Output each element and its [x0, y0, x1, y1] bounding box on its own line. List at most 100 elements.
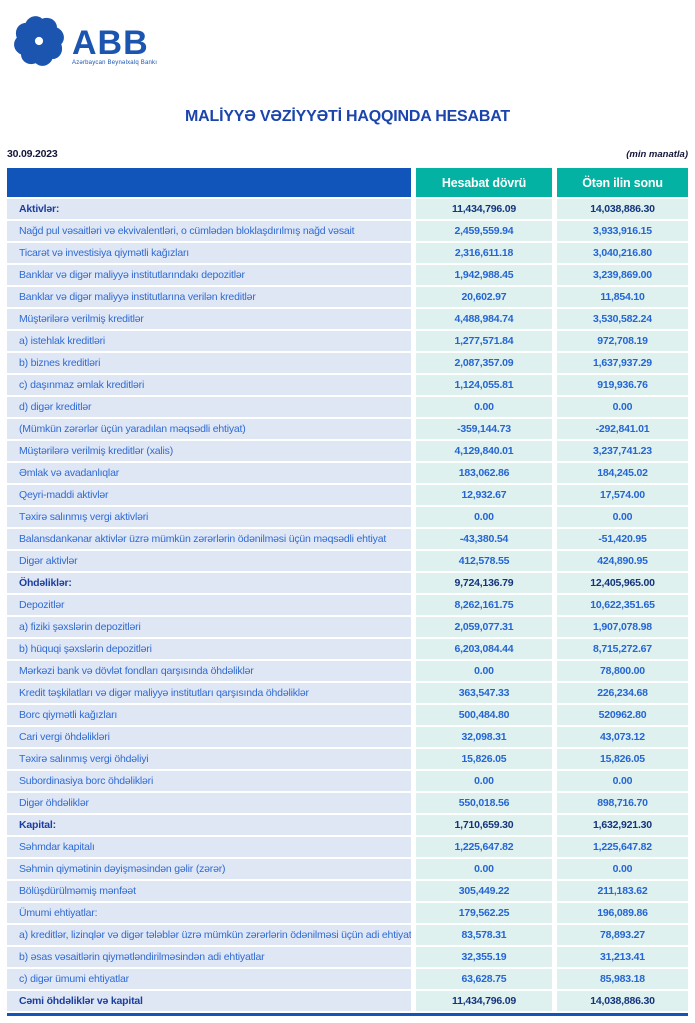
row-value-previous: 78,893.27	[557, 925, 688, 945]
table-row: c) daşınmaz əmlak kreditləri 1,124,055.81…	[7, 375, 688, 395]
table-row: Ticarət və investisiya qiymətli kağızlar…	[7, 243, 688, 263]
table-row: Kredit təşkilatları və digər maliyyə ins…	[7, 683, 688, 703]
row-value-previous: 11,854.10	[557, 287, 688, 307]
row-value-previous: 1,225,647.82	[557, 837, 688, 857]
table-row: d) digər kreditlər 0.00 0.00	[7, 397, 688, 417]
row-label: b) əsas vəsaitlərin qiymətləndirilməsind…	[7, 947, 411, 967]
row-value-current: 412,578.55	[416, 551, 552, 571]
table-row: c) digər ümumi ehtiyatlar 63,628.75 85,983…	[7, 969, 688, 989]
row-label: (Mümkün zərərlər üçün yaradılan məqsədli…	[7, 419, 411, 439]
row-value-previous: 3,239,869.00	[557, 265, 688, 285]
row-value-current: -43,380.54	[416, 529, 552, 549]
table-row: Əmlak və avadanlıqlar 183,062.86 184,245.0…	[7, 463, 688, 483]
row-label: Öhdəliklər:	[7, 573, 411, 593]
row-value-previous: 211,183.62	[557, 881, 688, 901]
row-value-previous: 31,213.41	[557, 947, 688, 967]
table-row: Ümumi ehtiyatlar: 179,562.25 196,089.86	[7, 903, 688, 923]
table-row: b) hüquqi şəxslərin depozitləri 6,203,084…	[7, 639, 688, 659]
table-row: Öhdəliklər: 9,724,136.79 12,405,965.00	[7, 573, 688, 593]
row-label: Təxirə salınmış vergi aktivləri	[7, 507, 411, 527]
row-value-previous: 0.00	[557, 859, 688, 879]
row-label: Ümumi ehtiyatlar:	[7, 903, 411, 923]
row-label: a) fiziki şəxslərin depozitləri	[7, 617, 411, 637]
logo-text: ABB	[72, 23, 149, 62]
row-value-previous: 1,907,078.98	[557, 617, 688, 637]
row-label: Depozitlər	[7, 595, 411, 615]
table-row: Müştərilərə verilmiş kreditlər (xalis) 4,…	[7, 441, 688, 461]
table-row: Banklar və digər maliyyə institutlarında…	[7, 265, 688, 285]
row-value-current: 500,484.80	[416, 705, 552, 725]
row-value-previous: 78,800.00	[557, 661, 688, 681]
table-row: Cari vergi öhdəlikləri 32,098.31 43,073.12	[7, 727, 688, 747]
row-value-previous: 8,715,272.67	[557, 639, 688, 659]
row-label: Əmlak və avadanlıqlar	[7, 463, 411, 483]
row-label: b) biznes kreditləri	[7, 353, 411, 373]
row-value-previous: 972,708.19	[557, 331, 688, 351]
row-value-previous: -292,841.01	[557, 419, 688, 439]
row-value-current: 2,316,611.18	[416, 243, 552, 263]
table-bottom-bar	[7, 1013, 688, 1016]
row-value-previous: 520962.80	[557, 705, 688, 725]
row-label: Banklar və digər maliyyə institutlarına …	[7, 287, 411, 307]
row-value-current: 4,129,840.01	[416, 441, 552, 461]
table-header-blank	[7, 168, 411, 197]
row-value-current: 32,098.31	[416, 727, 552, 747]
row-value-previous: 0.00	[557, 771, 688, 791]
table-row: a) fiziki şəxslərin depozitləri 2,059,077…	[7, 617, 688, 637]
row-label: Bölüşdürülməmiş mənfəət	[7, 881, 411, 901]
row-label: c) daşınmaz əmlak kreditləri	[7, 375, 411, 395]
row-value-previous: 226,234.68	[557, 683, 688, 703]
row-label: Mərkəzi bank və dövlət fondları qarşısın…	[7, 661, 411, 681]
table-row: b) biznes kreditləri 2,087,357.09 1,637,93…	[7, 353, 688, 373]
table-row: Bölüşdürülməmiş mənfəət 305,449.22 211,183…	[7, 881, 688, 901]
row-value-current: 183,062.86	[416, 463, 552, 483]
row-value-current: 12,932.67	[416, 485, 552, 505]
row-value-current: 1,225,647.82	[416, 837, 552, 857]
row-label: Aktivlər:	[7, 199, 411, 219]
row-value-current: 32,355.19	[416, 947, 552, 967]
row-value-current: 15,826.05	[416, 749, 552, 769]
row-value-previous: 424,890.95	[557, 551, 688, 571]
row-label: Balansdankənar aktivlər üzrə mümkün zərə…	[7, 529, 411, 549]
row-value-previous: 3,933,916.15	[557, 221, 688, 241]
unit-note: (min manatla)	[626, 149, 688, 160]
logo-subtitle: Azərbaycan Beynəlxalq Bankı	[72, 59, 158, 66]
abb-pinwheel-icon	[10, 12, 68, 75]
table-row: Səhmin qiymətinin dəyişməsindən gəlir (z…	[7, 859, 688, 879]
row-value-current: 0.00	[416, 507, 552, 527]
row-value-current: 1,710,659.30	[416, 815, 552, 835]
row-value-previous: 43,073.12	[557, 727, 688, 747]
row-label: Müştərilərə verilmiş kreditlər	[7, 309, 411, 329]
row-label: Subordinasiya borc öhdəlikləri	[7, 771, 411, 791]
row-value-current: 1,277,571.84	[416, 331, 552, 351]
row-value-current: 1,124,055.81	[416, 375, 552, 395]
table-row: (Mümkün zərərlər üçün yaradılan məqsədli…	[7, 419, 688, 439]
row-value-current: 63,628.75	[416, 969, 552, 989]
table-row: Nağd pul vəsaitləri və ekvivalentləri, o…	[7, 221, 688, 241]
row-value-previous: 1,637,937.29	[557, 353, 688, 373]
row-value-previous: 1,632,921.30	[557, 815, 688, 835]
table-row: b) əsas vəsaitlərin qiymətləndirilməsind…	[7, 947, 688, 967]
table-row: Borc qiymətli kağızları 500,484.80 520962.…	[7, 705, 688, 725]
meta-row: 30.09.2023 (min manatla)	[7, 148, 688, 160]
table-row: Balansdankənar aktivlər üzrə mümkün zərə…	[7, 529, 688, 549]
row-value-previous: 0.00	[557, 507, 688, 527]
table-row: Digər aktivlər 412,578.55 424,890.95	[7, 551, 688, 571]
row-value-current: 0.00	[416, 859, 552, 879]
row-label: Borc qiymətli kağızları	[7, 705, 411, 725]
row-label: c) digər ümumi ehtiyatlar	[7, 969, 411, 989]
row-label: Cari vergi öhdəlikləri	[7, 727, 411, 747]
table-row: Müştərilərə verilmiş kreditlər 4,488,984.…	[7, 309, 688, 329]
row-value-current: 6,203,084.44	[416, 639, 552, 659]
row-value-current: 0.00	[416, 661, 552, 681]
row-label: b) hüquqi şəxslərin depozitləri	[7, 639, 411, 659]
table-header-row: Hesabat dövrü Ötən ilin sonu	[7, 168, 688, 197]
row-value-current: 4,488,984.74	[416, 309, 552, 329]
row-value-current: 9,724,136.79	[416, 573, 552, 593]
row-value-previous: 85,983.18	[557, 969, 688, 989]
row-value-current: 305,449.22	[416, 881, 552, 901]
row-value-current: 11,434,796.09	[416, 991, 552, 1011]
row-label: d) digər kreditlər	[7, 397, 411, 417]
row-value-previous: 898,716.70	[557, 793, 688, 813]
row-value-previous: 196,089.86	[557, 903, 688, 923]
